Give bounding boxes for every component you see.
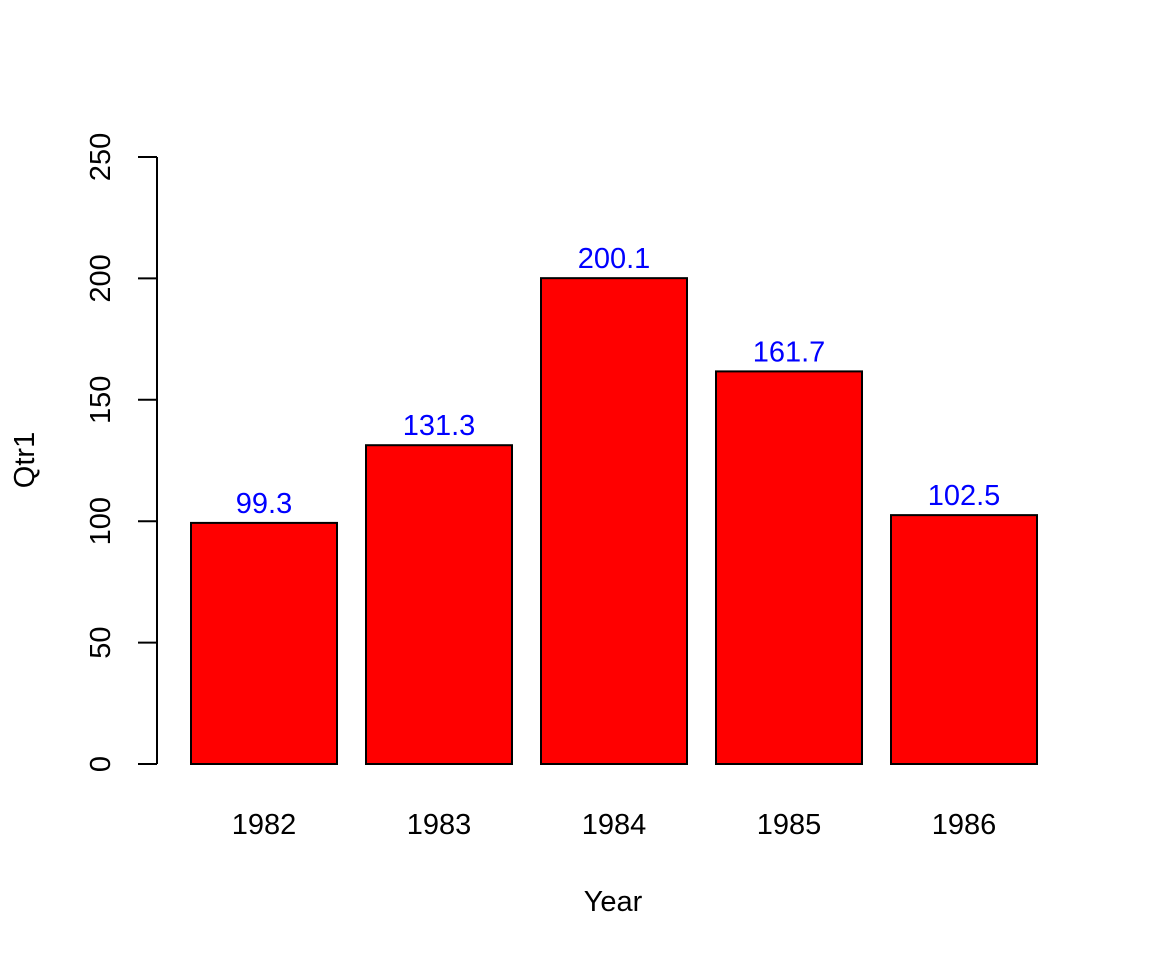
y-tick-label: 0: [85, 756, 117, 772]
y-tick-label: 150: [85, 376, 117, 424]
bar-1982: [190, 521, 338, 765]
bar-1984: [540, 277, 688, 765]
bar-1985: [715, 370, 863, 765]
bars: [190, 277, 1038, 765]
x-tick-label: 1984: [582, 809, 647, 841]
x-tick-label: 1983: [407, 809, 472, 841]
y-tick-label: 50: [85, 626, 117, 658]
x-axis-title: Year: [584, 886, 643, 918]
x-tick-label: 1986: [932, 809, 997, 841]
y-tick-label: 100: [85, 497, 117, 545]
y-tick-label: 200: [85, 254, 117, 302]
y-ticks: 0 50 100 150 200 250: [85, 133, 157, 772]
data-label: 161.7: [753, 336, 826, 368]
bar-1983: [365, 444, 513, 765]
data-label: 99.3: [236, 488, 292, 520]
data-label: 131.3: [403, 410, 476, 442]
y-axis: 0 50 100 150 200 250 Qtr1: [9, 133, 158, 772]
data-labels: 99.3 131.3 200.1 161.7 102.5: [236, 243, 1001, 520]
x-tick-labels: 1982 1983 1984 1985 1986: [232, 809, 997, 841]
data-label: 200.1: [578, 243, 651, 275]
y-axis-title: Qtr1: [9, 432, 41, 488]
x-tick-label: 1985: [757, 809, 822, 841]
y-tick-label: 250: [85, 133, 117, 181]
data-label: 102.5: [928, 480, 1001, 512]
bar-1986: [890, 514, 1038, 765]
x-tick-label: 1982: [232, 809, 297, 841]
